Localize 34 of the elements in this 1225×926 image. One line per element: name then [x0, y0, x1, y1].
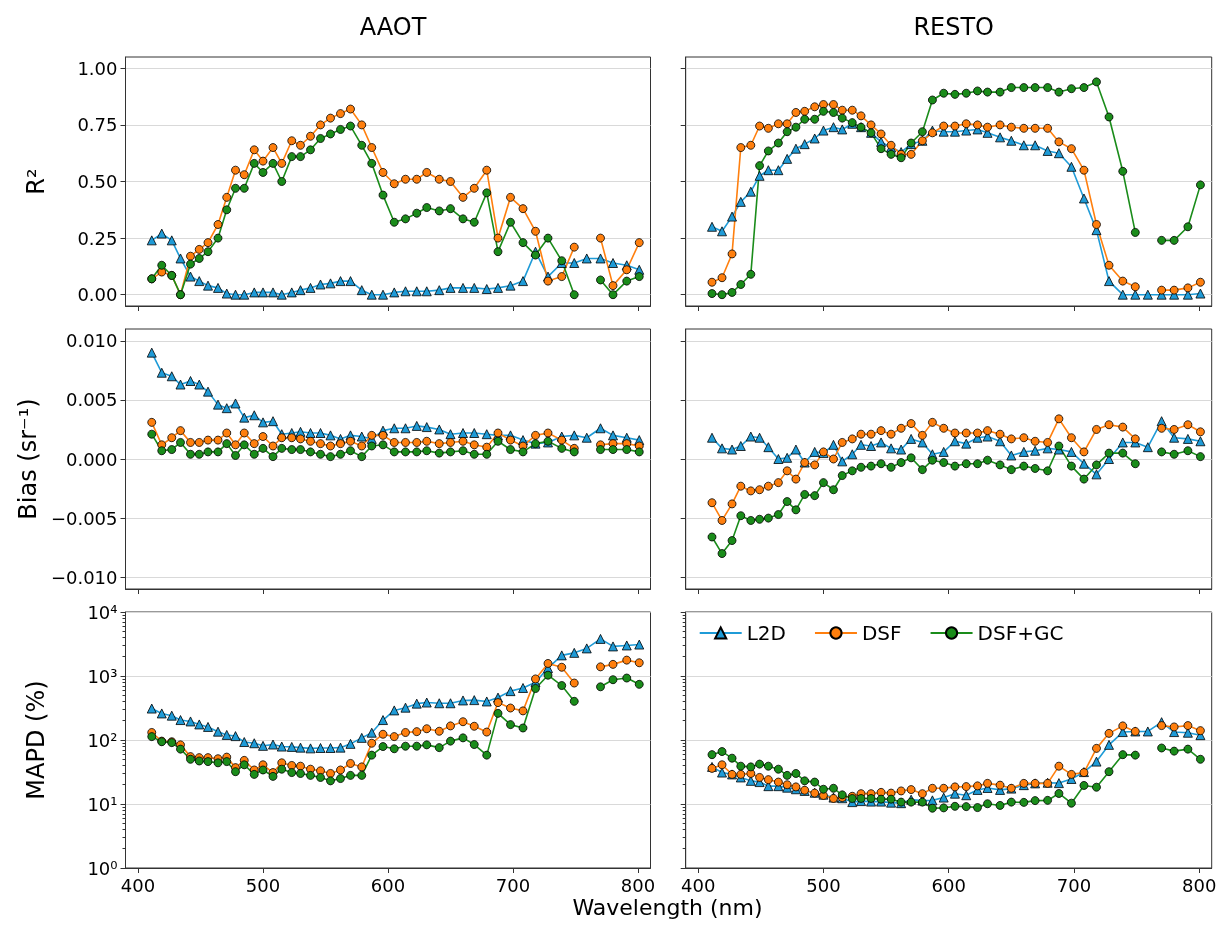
y-tick-label: 0.000: [65, 448, 118, 470]
y-axis-title: Bias (sr⁻¹): [13, 398, 42, 520]
y-tick-label: 0.00: [77, 284, 118, 306]
y-axis-title: R²: [21, 168, 50, 195]
y-tick-label: 0.50: [77, 171, 118, 192]
y-tick-label: 10¹: [87, 793, 118, 815]
x-tick-label: 400: [120, 874, 156, 896]
y-tick-label: 0.25: [77, 227, 118, 249]
legend-label: L2D: [746, 621, 786, 645]
y-tick-label: 0.005: [65, 389, 118, 411]
y-tick-label: 0.010: [65, 330, 118, 352]
y-tick-label: 10³: [87, 665, 118, 687]
y-tick-label: 0.75: [77, 114, 118, 136]
y-tick-label: 1.00: [77, 57, 118, 79]
chart-title: RESTO: [913, 13, 995, 41]
x-tick-label: 600: [931, 874, 966, 896]
x-tick-label: 600: [370, 874, 406, 896]
chart-title: AAOT: [359, 13, 427, 41]
legend-label: DSF: [861, 621, 902, 645]
x-tick-label: 400: [681, 874, 716, 896]
y-tick-label: 10²: [87, 729, 118, 751]
y-axis-title: MAPD (%): [21, 680, 50, 800]
x-axis-title: Wavelength (nm): [571, 895, 764, 920]
y-tick-label: 10⁰: [87, 857, 118, 879]
y-tick-label: −0.010: [50, 566, 118, 588]
x-tick-label: 700: [1056, 874, 1092, 896]
x-tick-label: 800: [1182, 874, 1217, 896]
x-tick-label: 700: [495, 874, 531, 896]
x-tick-label: 500: [806, 874, 841, 896]
x-tick-label: 500: [245, 874, 281, 896]
y-tick-label: −0.005: [50, 507, 118, 529]
legend-label: DSF+GC: [977, 621, 1064, 645]
y-tick-label: 10⁴: [87, 601, 118, 623]
x-tick-label: 800: [620, 874, 656, 896]
